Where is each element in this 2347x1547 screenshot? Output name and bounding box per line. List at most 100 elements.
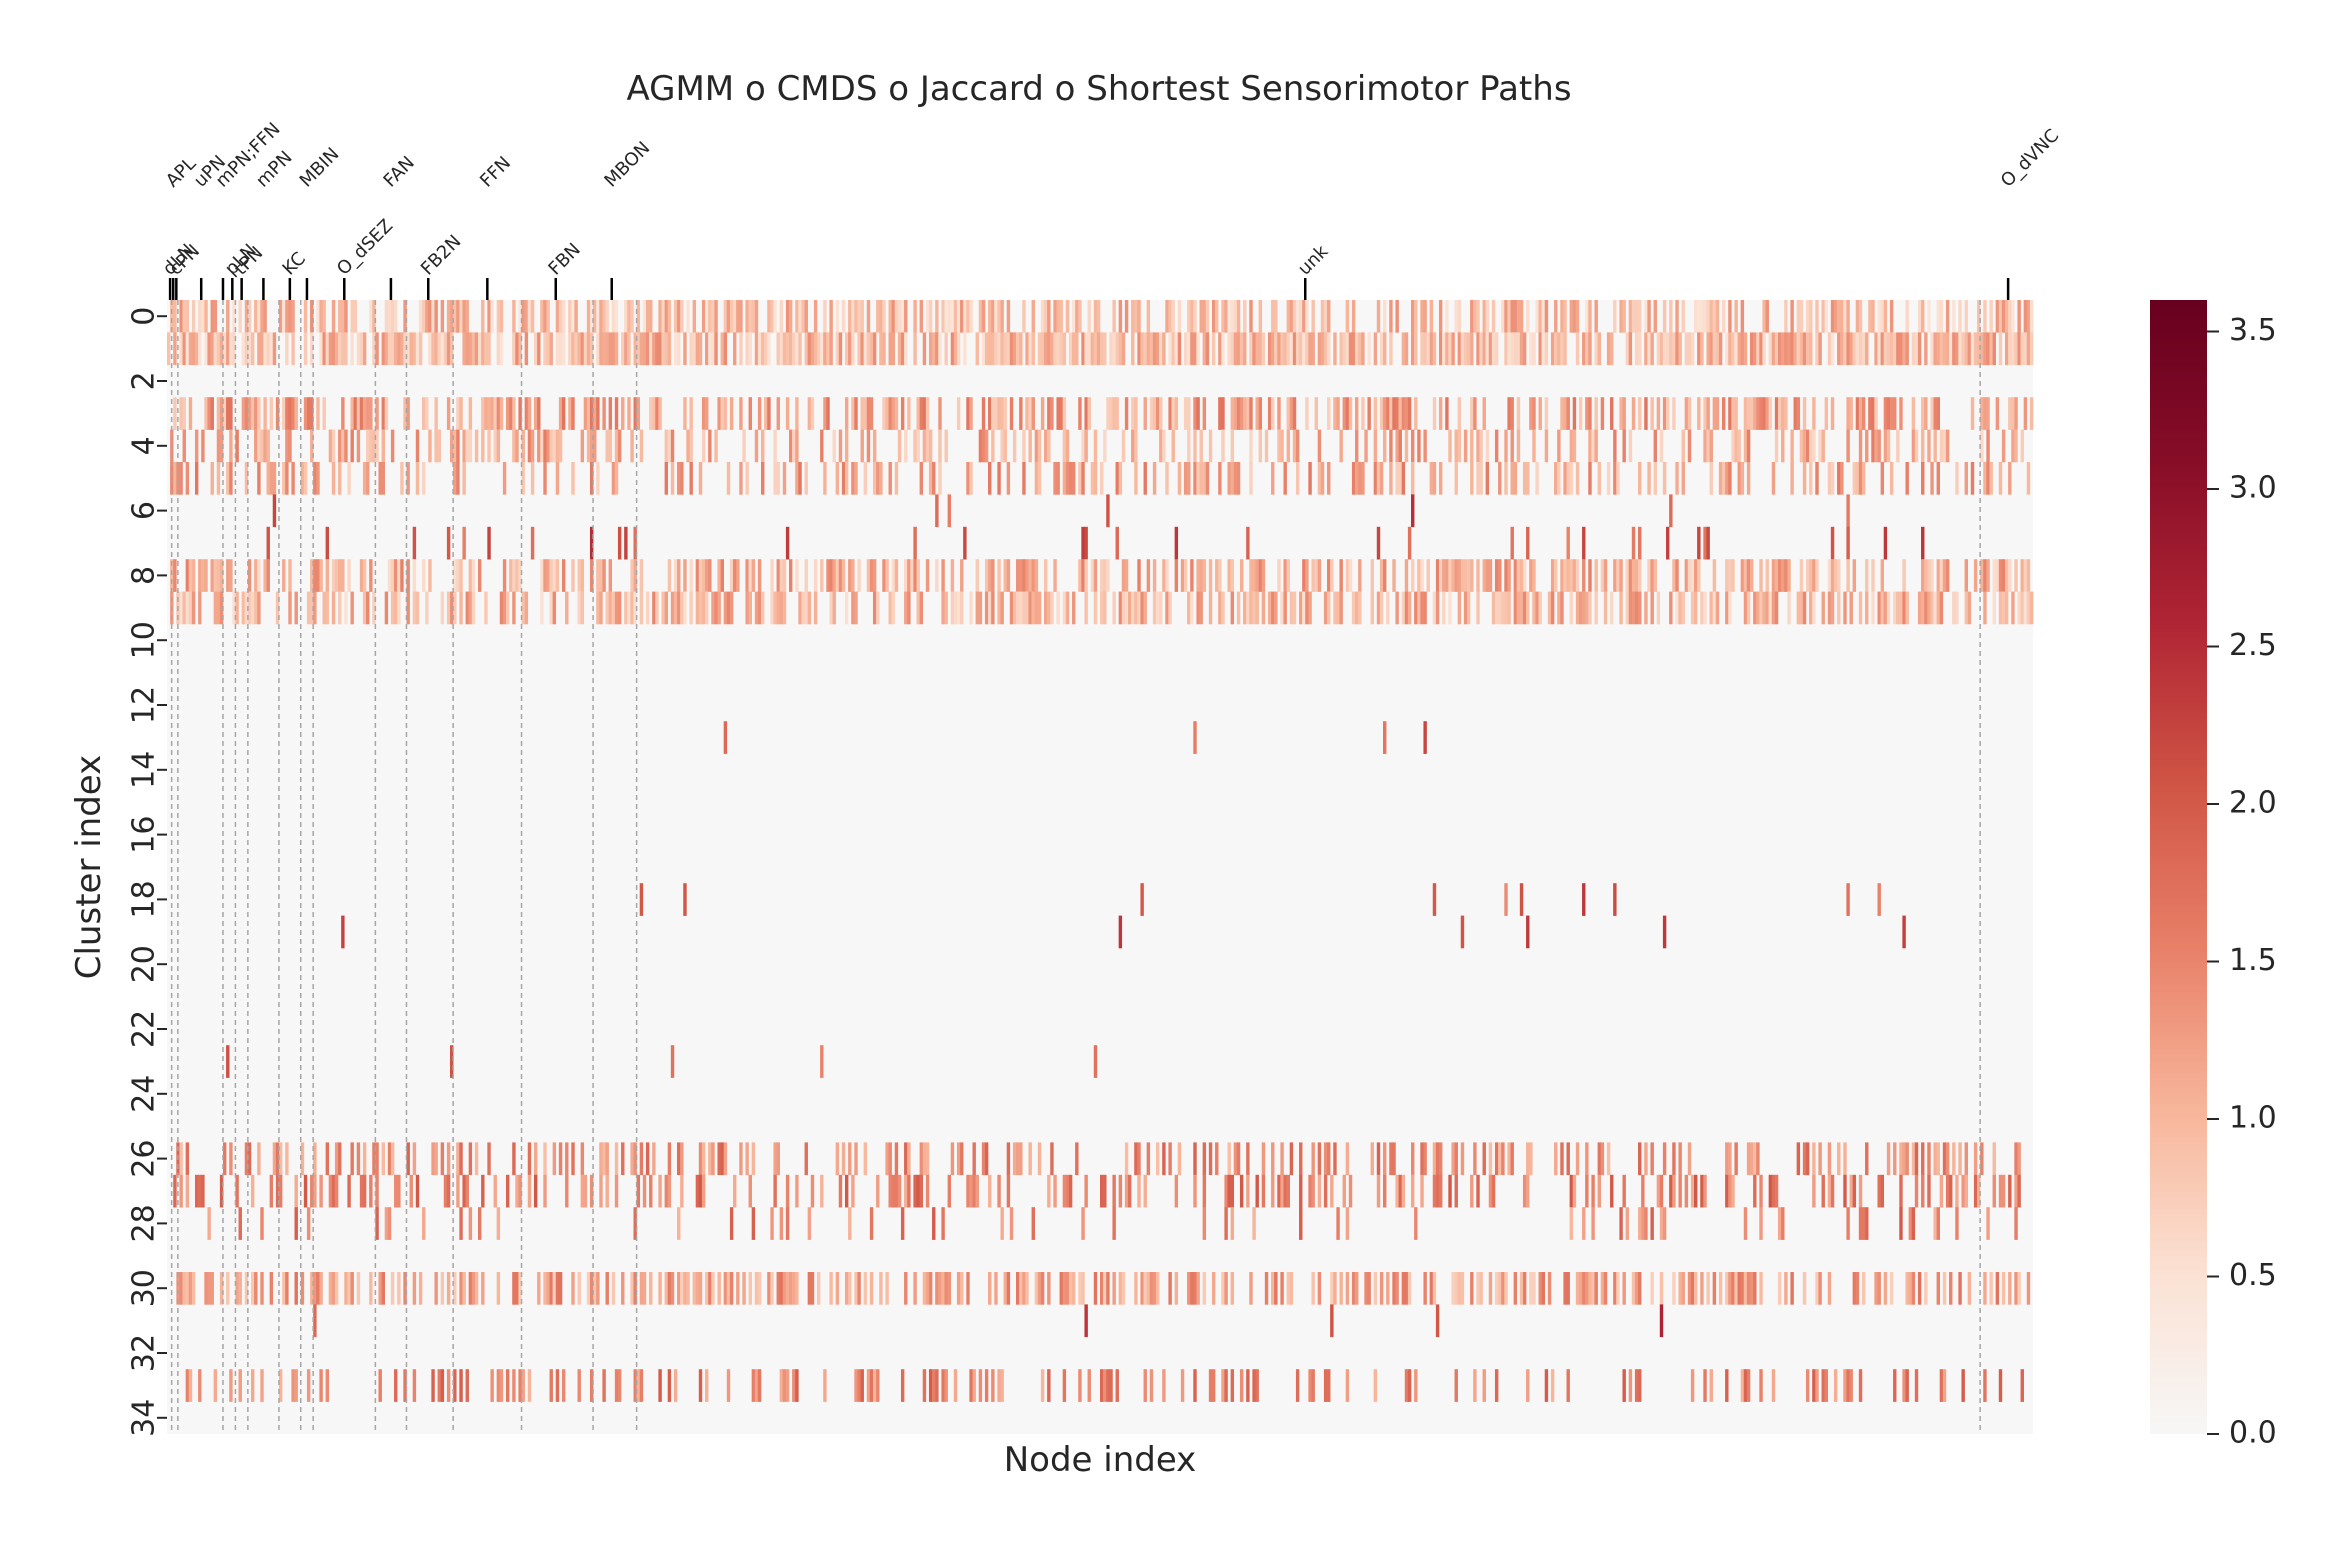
heatmap-cell xyxy=(683,397,687,430)
heatmap-cell xyxy=(680,1272,684,1305)
heatmap-cell xyxy=(1252,1207,1256,1240)
heatmap-cell xyxy=(1970,462,1975,495)
heatmap-cell xyxy=(1376,591,1381,625)
heatmap-cell xyxy=(1124,1142,1129,1176)
heatmap-cell xyxy=(832,559,836,592)
heatmap-cell xyxy=(988,300,992,333)
heatmap-cell xyxy=(1370,1142,1374,1176)
heatmap-cell xyxy=(1675,559,1679,592)
heatmap-cell xyxy=(1790,1272,1794,1305)
heatmap-cell xyxy=(1485,332,1490,366)
heatmap-cell xyxy=(1765,559,1769,592)
heatmap-cell xyxy=(1995,559,2000,592)
heatmap-cell xyxy=(627,591,631,625)
heatmap-cell xyxy=(334,1174,339,1208)
heatmap-cell xyxy=(1647,462,1651,495)
heatmap-cell xyxy=(1619,1207,1623,1240)
y-tick-label: 6 xyxy=(127,501,162,520)
heatmap-cell xyxy=(1896,429,1900,463)
heatmap-cell xyxy=(1644,332,1648,366)
heatmap-cell xyxy=(1964,1174,1968,1208)
heatmap-cell xyxy=(745,591,749,625)
heatmap-cell xyxy=(1566,526,1570,560)
heatmap-cell xyxy=(282,559,286,592)
heatmap-cell xyxy=(1056,591,1060,625)
heatmap-cell xyxy=(1445,397,1449,430)
heatmap-cell xyxy=(1840,462,1844,495)
heatmap-cell xyxy=(792,1369,796,1402)
heatmap-cell xyxy=(1044,429,1048,463)
heatmap-cell xyxy=(614,1142,619,1176)
heatmap-cell xyxy=(680,591,684,625)
heatmap-cell xyxy=(1675,332,1679,366)
heatmap-cell xyxy=(823,1369,827,1402)
heatmap-cell xyxy=(1342,1174,1346,1208)
heatmap-cell xyxy=(571,300,575,333)
heatmap-cell xyxy=(1476,591,1480,625)
heatmap-cell xyxy=(512,332,516,366)
heatmap-cell xyxy=(1286,429,1291,463)
heatmap-cell xyxy=(841,559,846,592)
heatmap-cell xyxy=(1638,591,1642,625)
heatmap-cell xyxy=(1777,559,1782,592)
heatmap-cell xyxy=(300,1142,305,1176)
heatmap-cell xyxy=(1292,429,1297,463)
heatmap-cell xyxy=(1162,332,1166,366)
heatmap-cell xyxy=(1613,883,1617,916)
heatmap-cell xyxy=(1466,332,1471,366)
heatmap-cell xyxy=(1740,332,1745,366)
heatmap-cell xyxy=(1992,559,1996,592)
heatmap-cell xyxy=(1233,332,1238,366)
heatmap-cell xyxy=(860,1369,864,1402)
heatmap-cell xyxy=(1420,1174,1424,1208)
heatmap-cell xyxy=(848,559,852,592)
heatmap-cell xyxy=(219,397,224,430)
heatmap-cell xyxy=(322,591,326,625)
heatmap-cell xyxy=(1131,429,1135,463)
heatmap-cell xyxy=(1650,332,1654,366)
heatmap-cell xyxy=(767,1272,771,1305)
heatmap-cell xyxy=(1075,300,1079,333)
heatmap-cell xyxy=(459,397,463,430)
heatmap-cell xyxy=(285,332,289,366)
heatmap-cell xyxy=(1818,1142,1822,1176)
heatmap-cell xyxy=(428,332,432,366)
heatmap-cell xyxy=(891,397,896,430)
heatmap-cell xyxy=(306,397,311,430)
heatmap-cell xyxy=(1572,559,1577,592)
heatmap-cell xyxy=(1295,1369,1300,1402)
heatmap-cell xyxy=(1277,1174,1281,1208)
heatmap-cell xyxy=(1970,397,1975,430)
heatmap-cell xyxy=(1743,332,1748,366)
heatmap-cell xyxy=(956,1272,961,1305)
heatmap-cell xyxy=(490,300,494,333)
y-tick-label: 14 xyxy=(127,751,162,789)
heatmap-cell xyxy=(1917,332,1922,366)
heatmap-cell xyxy=(378,462,382,495)
heatmap-cell xyxy=(1218,591,1222,625)
heatmap-cell xyxy=(1594,300,1598,333)
heatmap-cell xyxy=(1022,591,1026,625)
heatmap-cell xyxy=(1003,1272,1007,1305)
heatmap-cell xyxy=(219,1272,224,1305)
heatmap-cell xyxy=(1327,1142,1331,1176)
heatmap-cell xyxy=(1271,300,1275,333)
heatmap-cell xyxy=(1230,300,1235,333)
heatmap-cell xyxy=(1998,300,2003,333)
heatmap-cell xyxy=(1168,1142,1172,1176)
heatmap-cell xyxy=(1812,1174,1816,1208)
heatmap-cell xyxy=(652,1142,656,1176)
heatmap-cell xyxy=(310,397,314,430)
heatmap-cell xyxy=(1224,1272,1228,1305)
group-label: FFN xyxy=(476,153,515,192)
heatmap-cell xyxy=(1476,559,1480,592)
heatmap-cell xyxy=(1000,1369,1004,1402)
heatmap-cell xyxy=(1267,591,1272,625)
heatmap-cell xyxy=(1311,300,1315,333)
heatmap-cell xyxy=(1526,591,1530,625)
heatmap-cell xyxy=(1582,883,1586,916)
heatmap-cell xyxy=(1837,591,1841,625)
heatmap-cell xyxy=(1031,397,1035,430)
heatmap-cell xyxy=(1031,300,1035,333)
heatmap-cell xyxy=(1743,397,1748,430)
